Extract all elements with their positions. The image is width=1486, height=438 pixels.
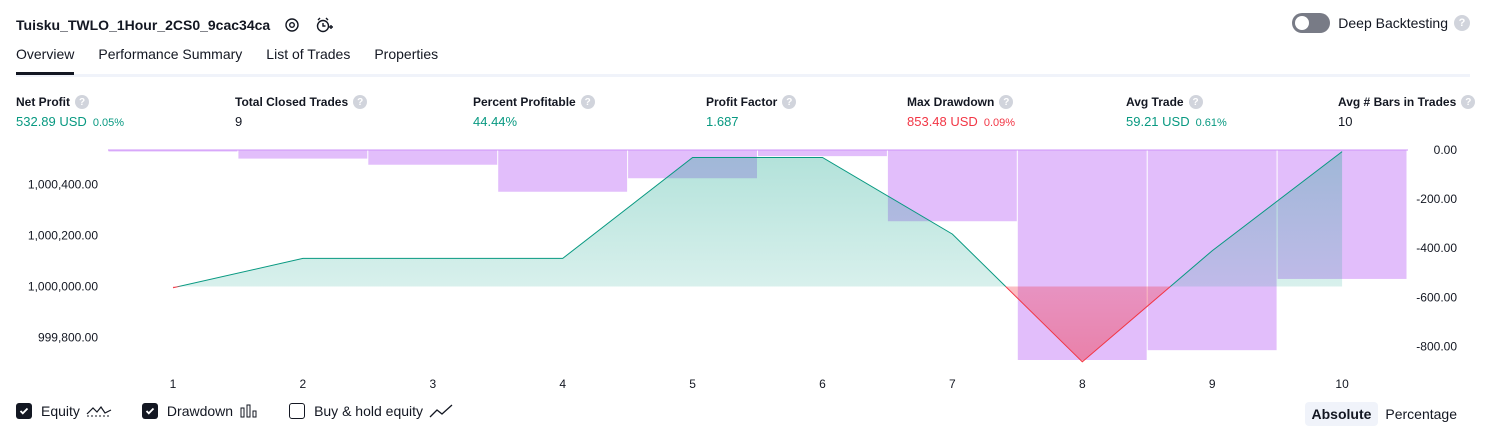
metric-value: 59.21 USD [1126,114,1190,129]
metric-5: Avg Trade? 59.21 USD 0.61% [1126,94,1227,129]
deep-backtesting-label: Deep Backtesting [1338,15,1448,31]
legend-buy-hold[interactable]: Buy & hold equity [289,403,453,419]
tab-properties[interactable]: Properties [374,46,438,72]
metric-label: Profit Factor [706,95,777,109]
percentage-button[interactable]: Percentage [1378,402,1464,426]
drawdown-label: Drawdown [167,403,233,419]
metric-value: 532.89 USD [16,114,87,129]
x-axis-tick: 8 [1079,377,1086,391]
help-icon[interactable]: ? [1454,15,1470,31]
metric-label: Total Closed Trades [235,95,348,109]
metric-percent: 0.05% [93,117,124,129]
metric-label: Avg Trade [1126,95,1184,109]
tab-performance-summary[interactable]: Performance Summary [98,46,242,72]
info-icon[interactable]: ? [1189,95,1203,109]
metric-2: Percent Profitable? 44.44% [473,94,595,129]
metric-6: Avg # Bars in Trades? 10 [1338,94,1475,129]
info-icon[interactable]: ? [353,95,367,109]
left-axis-tick: 1,000,000.00 [28,280,98,294]
metric-value: 853.48 USD [907,114,978,129]
metric-label: Avg # Bars in Trades [1338,95,1456,109]
right-axis-tick: -400.00 [1416,241,1457,255]
strategy-header: Tuisku_TWLO_1Hour_2CS0_9cac34ca [16,13,334,37]
report-tabs: Overview Performance Summary List of Tra… [16,46,1470,77]
right-axis-tick: -800.00 [1416,339,1457,353]
equity-label: Equity [41,403,80,419]
deep-backtesting-toggle[interactable] [1292,13,1330,33]
metric-value: 44.44% [473,114,517,129]
left-axis-tick: 1,000,400.00 [28,177,98,191]
legend-equity[interactable]: Equity [16,403,112,419]
metric-value: 1.687 [706,114,739,129]
x-axis-tick: 5 [689,377,696,391]
x-axis-tick: 3 [429,377,436,391]
metric-value: 9 [235,114,242,129]
equity-checkbox[interactable] [16,403,32,419]
x-axis-tick: 1 [170,377,177,391]
metric-0: Net Profit? 532.89 USD 0.05% [16,94,124,129]
right-axis-tick: -600.00 [1416,290,1457,304]
drawdown-checkbox[interactable] [142,403,158,419]
right-axis-tick: -200.00 [1416,192,1457,206]
deep-backtesting: Deep Backtesting ? [1292,13,1470,33]
left-axis-tick: 1,000,200.00 [28,228,98,242]
tab-list-of-trades[interactable]: List of Trades [266,46,350,72]
metric-label: Net Profit [16,95,70,109]
x-axis-tick: 6 [819,377,826,391]
x-axis-tick: 9 [1209,377,1216,391]
metric-4: Max Drawdown? 853.48 USD 0.09% [907,94,1015,129]
metric-label: Max Drawdown [907,95,994,109]
x-axis-tick: 4 [559,377,566,391]
settings-icon[interactable] [282,15,302,35]
metric-label: Percent Profitable [473,95,576,109]
strategy-title: Tuisku_TWLO_1Hour_2CS0_9cac34ca [16,17,270,33]
buy-hold-label: Buy & hold equity [314,403,423,419]
drawdown-bar [109,150,238,152]
left-axis-tick: 999,800.00 [38,331,98,345]
metric-1: Total Closed Trades? 9 [235,94,367,129]
info-icon[interactable]: ? [581,95,595,109]
drawdown-bar [758,150,887,156]
info-icon[interactable]: ? [1461,95,1475,109]
buy-hold-checkbox[interactable] [289,403,305,419]
metric-3: Profit Factor? 1.687 [706,94,796,129]
x-axis-tick: 7 [949,377,956,391]
alarm-add-icon[interactable] [314,15,334,35]
tab-overview[interactable]: Overview [16,46,74,75]
value-mode-switch: Absolute Percentage [1305,402,1465,426]
metric-value: 10 [1338,114,1352,129]
drawdown-icon [239,404,259,418]
equity-icon [86,404,112,418]
absolute-button[interactable]: Absolute [1305,402,1379,426]
equity-drawdown-chart: 1,000,400.00 1,000,200.00 1,000,000.00 999,… [0,140,1486,400]
drawdown-bar [238,150,367,159]
info-icon[interactable]: ? [75,95,89,109]
x-axis-tick: 2 [300,377,307,391]
metric-percent: 0.09% [984,117,1015,129]
info-icon[interactable]: ? [999,95,1013,109]
chart-legend: Equity Drawdown Buy & hold equity [16,403,483,419]
drawdown-bar [498,150,627,192]
drawdown-bar [368,150,497,165]
buy-hold-icon [429,404,453,418]
x-axis-tick: 10 [1335,377,1349,391]
right-axis-tick: 0.00 [1434,143,1458,157]
info-icon[interactable]: ? [782,95,796,109]
metric-percent: 0.61% [1196,117,1227,129]
legend-drawdown[interactable]: Drawdown [142,403,259,419]
